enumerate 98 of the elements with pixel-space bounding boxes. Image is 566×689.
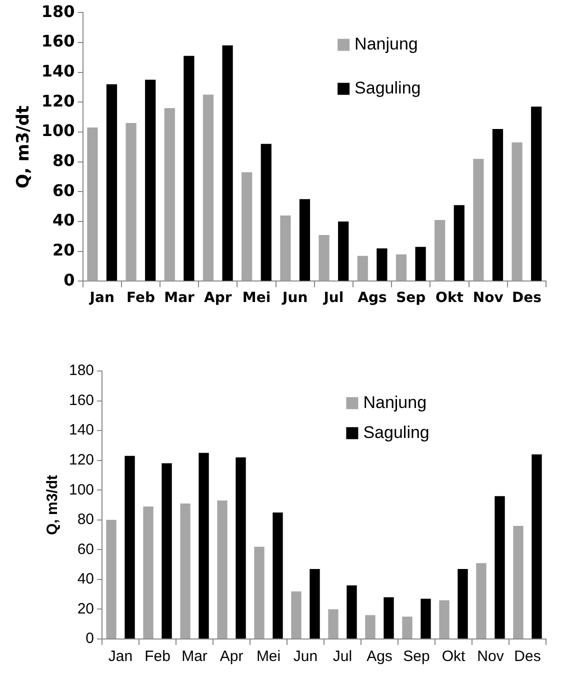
bar bbox=[254, 546, 264, 638]
x-tick-label: Mar bbox=[182, 648, 208, 666]
bar bbox=[338, 222, 349, 281]
bar bbox=[260, 144, 272, 281]
y-tick-label: 180 bbox=[68, 362, 94, 380]
legend-label: Saguling bbox=[354, 78, 421, 98]
bar bbox=[439, 600, 450, 638]
x-tick-label: Nov bbox=[472, 290, 504, 306]
x-tick-label: Mei bbox=[242, 290, 271, 306]
bar bbox=[318, 234, 330, 281]
x-tick-label: Des bbox=[514, 648, 541, 666]
y-tick-label: 80 bbox=[77, 511, 94, 528]
bar bbox=[346, 585, 357, 638]
x-tick-label: Jan bbox=[88, 290, 114, 306]
bar bbox=[106, 520, 116, 638]
bar bbox=[198, 452, 209, 638]
y-tick-label: 40 bbox=[77, 570, 94, 588]
y-tick-label: 0 bbox=[86, 630, 94, 648]
x-tick-label: Feb bbox=[144, 648, 170, 666]
y-tick-label: 60 bbox=[52, 180, 75, 200]
bar bbox=[164, 108, 175, 281]
bar bbox=[365, 615, 376, 638]
bar bbox=[473, 158, 484, 281]
bar bbox=[328, 609, 338, 638]
y-tick-label: 80 bbox=[52, 150, 75, 170]
bar bbox=[476, 563, 486, 638]
bar bbox=[494, 496, 505, 638]
y-tick-label: 120 bbox=[41, 91, 75, 110]
bar bbox=[420, 598, 431, 638]
bar bbox=[531, 106, 542, 281]
bar bbox=[106, 84, 118, 281]
y-tick-label: 100 bbox=[68, 481, 94, 498]
x-tick-label: Mar bbox=[164, 290, 195, 306]
x-tick-label: Jan bbox=[108, 648, 133, 666]
bar bbox=[280, 216, 291, 281]
bar bbox=[357, 256, 368, 281]
bar bbox=[376, 248, 388, 281]
x-tick-label: Ags bbox=[358, 290, 387, 306]
x-tick-label: Ags bbox=[366, 648, 392, 666]
x-tick-label: Jun bbox=[293, 648, 318, 666]
y-tick-label: 180 bbox=[41, 2, 75, 21]
bar bbox=[124, 456, 135, 638]
y-tick-label: 20 bbox=[77, 600, 94, 618]
x-tick-label: Jun bbox=[282, 290, 308, 306]
y-tick-label: 0 bbox=[64, 270, 75, 290]
bar bbox=[87, 128, 98, 281]
bar bbox=[513, 526, 524, 638]
bar bbox=[434, 220, 446, 281]
bar bbox=[512, 142, 522, 281]
bar bbox=[180, 504, 190, 638]
x-tick-label: Jul bbox=[322, 290, 344, 306]
x-tick-label: Feb bbox=[126, 290, 155, 306]
bar bbox=[145, 80, 156, 281]
bar bbox=[384, 597, 394, 638]
bar bbox=[458, 569, 468, 638]
bar bbox=[143, 506, 154, 638]
legend-label: Nanjung bbox=[363, 392, 427, 412]
bar bbox=[396, 254, 407, 281]
legend-label: Saguling bbox=[363, 422, 430, 442]
y-tick-label: 40 bbox=[52, 210, 75, 230]
y-tick-label: 160 bbox=[68, 392, 94, 409]
x-tick-label: Des bbox=[512, 290, 542, 306]
bar bbox=[272, 512, 283, 638]
bar bbox=[242, 172, 252, 281]
x-tick-label: Okt bbox=[436, 290, 464, 306]
y-axis-title: Q, m3/dt bbox=[44, 474, 62, 536]
bar bbox=[310, 569, 320, 638]
y-tick-label: 120 bbox=[68, 451, 94, 468]
bar bbox=[126, 123, 136, 281]
bar bbox=[222, 45, 233, 281]
y-tick-label: 20 bbox=[52, 240, 75, 260]
y-axis-title: Q, m3/dt bbox=[14, 105, 34, 188]
legend-label: Nanjung bbox=[354, 34, 418, 54]
x-tick-label: Sep bbox=[396, 290, 426, 306]
x-tick-label: Sep bbox=[403, 648, 430, 666]
bar bbox=[402, 616, 412, 638]
x-tick-label: Okt bbox=[442, 648, 466, 666]
x-tick-label: Apr bbox=[220, 648, 244, 666]
bar bbox=[202, 94, 214, 281]
y-tick-label: 100 bbox=[41, 121, 75, 140]
y-tick-label: 60 bbox=[77, 540, 94, 558]
bar bbox=[162, 463, 172, 638]
x-tick-label: Mei bbox=[256, 648, 281, 666]
bar bbox=[415, 246, 426, 281]
x-tick-label: Apr bbox=[204, 290, 232, 306]
bar bbox=[217, 500, 228, 638]
x-tick-label: Jul bbox=[332, 648, 352, 666]
bar bbox=[299, 199, 310, 281]
y-tick-label: 140 bbox=[41, 61, 75, 80]
y-tick-label: 140 bbox=[68, 422, 94, 439]
bar bbox=[236, 457, 246, 638]
bar bbox=[291, 591, 302, 638]
x-tick-label: Nov bbox=[477, 648, 504, 666]
y-tick-label: 160 bbox=[41, 32, 75, 51]
bar bbox=[184, 56, 194, 281]
bar bbox=[454, 205, 464, 281]
bar bbox=[532, 454, 542, 638]
bar bbox=[492, 128, 504, 281]
